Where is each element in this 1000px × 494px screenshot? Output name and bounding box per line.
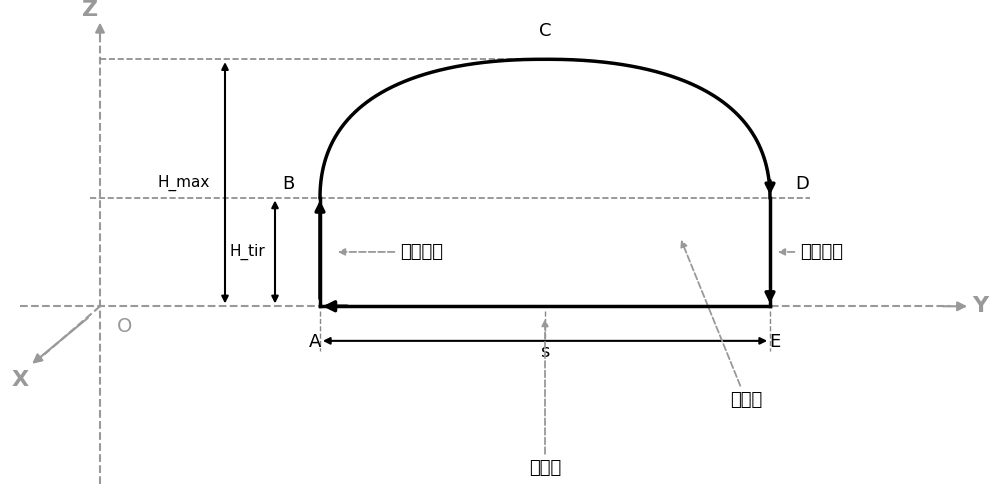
Text: E: E (769, 333, 781, 351)
Text: A: A (309, 333, 321, 351)
Text: 摇动相: 摇动相 (681, 242, 762, 409)
Text: D: D (795, 175, 809, 193)
Text: 支撑相: 支撑相 (529, 321, 561, 477)
Text: O: O (117, 317, 133, 335)
Text: 垂直抬起: 垂直抬起 (340, 243, 443, 261)
Text: X: X (11, 370, 29, 390)
Text: Y: Y (972, 296, 988, 316)
Text: B: B (283, 175, 295, 193)
Text: 垂直下落: 垂直下落 (780, 243, 843, 261)
Text: H_tir: H_tir (229, 244, 265, 260)
Text: Z: Z (82, 0, 98, 20)
Text: H_max: H_max (158, 175, 210, 191)
Text: s: s (540, 343, 550, 361)
Text: C: C (539, 22, 551, 40)
